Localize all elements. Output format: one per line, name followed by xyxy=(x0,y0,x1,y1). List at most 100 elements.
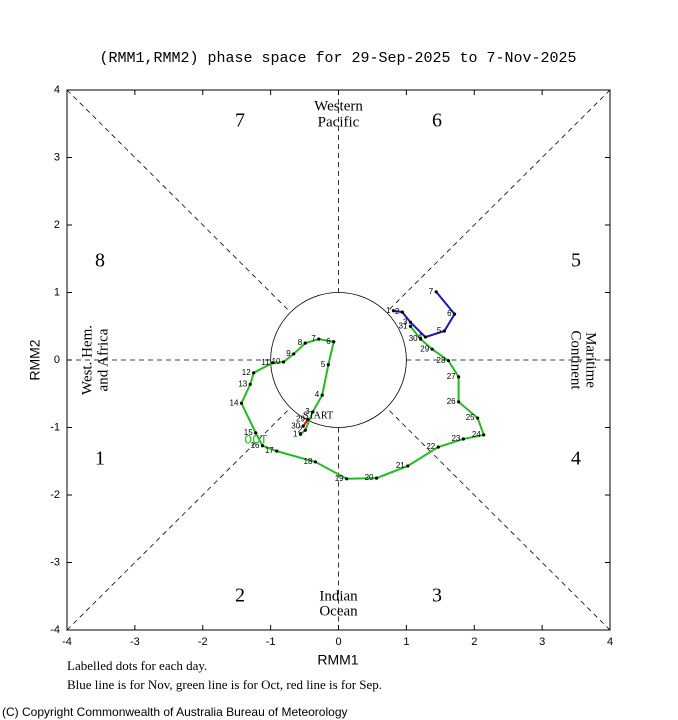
day-dot xyxy=(446,359,451,363)
day-dot xyxy=(457,400,461,404)
y-tick-label: 0 xyxy=(54,354,60,366)
day-label: 3 xyxy=(403,317,408,326)
diagonal-line xyxy=(66,407,291,631)
day-dot xyxy=(457,375,461,379)
day-label: 24 xyxy=(472,430,481,439)
day-dot xyxy=(406,464,410,468)
day-dot xyxy=(434,290,438,294)
x-tick-label: 1 xyxy=(403,636,409,648)
day-dot xyxy=(260,444,265,448)
region-label: Ocean xyxy=(319,603,358,619)
region-label: Western xyxy=(314,98,363,114)
day-dot xyxy=(320,393,324,397)
y-tick-label: -4 xyxy=(50,624,60,636)
x-tick-label: 3 xyxy=(539,636,545,648)
day-label: 5 xyxy=(437,326,442,335)
day-dot xyxy=(306,417,310,421)
day-dot xyxy=(254,431,258,435)
day-dot xyxy=(476,416,480,420)
day-label: 10 xyxy=(272,357,281,366)
day-label: 1 xyxy=(386,306,391,315)
day-dot xyxy=(317,337,321,341)
day-label: 18 xyxy=(304,457,313,466)
chart-title: (RMM1,RMM2) phase space for 29-Sep-2025 … xyxy=(99,50,576,67)
day-dot xyxy=(248,382,252,386)
day-label: 6 xyxy=(447,309,452,318)
day-dot xyxy=(252,371,256,375)
day-label: 3 xyxy=(305,407,310,416)
x-tick-label: -2 xyxy=(198,636,208,648)
day-dot xyxy=(303,341,307,345)
day-label: 30 xyxy=(291,421,300,430)
day-label: 15 xyxy=(244,428,253,437)
phase-label: 7 xyxy=(235,110,245,132)
day-dot xyxy=(374,476,379,480)
region-label: Indian xyxy=(319,588,358,604)
region-label: Pacific xyxy=(318,114,360,130)
day-label: 22 xyxy=(426,442,435,451)
diagonal-line xyxy=(386,89,611,313)
day-dot xyxy=(239,401,244,405)
day-label: 31 xyxy=(399,321,408,330)
day-label: 21 xyxy=(396,461,405,470)
day-label: 29 xyxy=(296,415,305,424)
copyright: (C) Copyright Commonwealth of Australia … xyxy=(2,705,348,719)
x-tick-label: -1 xyxy=(266,636,276,648)
day-dot xyxy=(419,337,423,341)
day-label: 20 xyxy=(365,473,374,482)
region-label: Maritime xyxy=(583,332,599,388)
day-label: 7 xyxy=(429,287,434,296)
day-label: 23 xyxy=(451,434,460,443)
day-label: 12 xyxy=(242,368,251,377)
day-label: 16 xyxy=(251,441,260,450)
phase-label: 3 xyxy=(432,585,442,607)
day-dot xyxy=(311,410,315,414)
day-dot xyxy=(281,360,286,364)
day-label: 7 xyxy=(311,334,316,343)
x-tick-label: -4 xyxy=(62,636,72,648)
day-label: 28 xyxy=(437,356,446,365)
region-label: West. Hem. xyxy=(79,325,95,395)
day-label: 4 xyxy=(315,390,320,399)
day-dot xyxy=(292,352,296,356)
day-label: 25 xyxy=(466,413,475,422)
day-dot xyxy=(482,433,486,437)
day-dot xyxy=(436,445,440,449)
day-label: 30 xyxy=(409,334,418,343)
note: Blue line is for Nov, green line is for … xyxy=(67,677,382,692)
day-dot xyxy=(275,449,279,453)
day-dot xyxy=(452,312,457,316)
day-label: 13 xyxy=(238,379,247,388)
region-label: and Africa xyxy=(95,328,111,391)
y-axis-label: RMM2 xyxy=(27,339,43,380)
day-dot xyxy=(408,320,413,324)
day-dot xyxy=(303,428,307,432)
day-label: 17 xyxy=(265,446,274,455)
day-dot xyxy=(326,363,330,367)
x-tick-label: -3 xyxy=(130,636,140,648)
diagonal-line xyxy=(386,407,611,631)
diagonal-line xyxy=(66,89,291,313)
day-dot xyxy=(391,309,396,313)
x-tick-label: 4 xyxy=(607,636,613,648)
phase-label: 2 xyxy=(235,585,245,607)
day-label: 11 xyxy=(261,358,270,367)
day-dot xyxy=(271,361,275,365)
y-tick-label: -1 xyxy=(50,421,60,433)
day-dot xyxy=(430,347,434,351)
phase-label: 4 xyxy=(571,448,581,470)
day-label: 27 xyxy=(447,372,456,381)
day-dot xyxy=(461,437,465,441)
phase-label: 1 xyxy=(95,448,105,470)
month-label: OCT xyxy=(244,432,268,447)
day-label: 5 xyxy=(321,360,326,369)
day-label: 2 xyxy=(298,425,303,434)
start-label: START xyxy=(303,411,333,422)
note: Labelled dots for each day. xyxy=(67,658,207,673)
phase-label: 6 xyxy=(432,110,442,132)
day-label: 8 xyxy=(298,338,303,347)
unit-circle xyxy=(270,292,407,428)
day-dot xyxy=(332,340,336,344)
day-label: 19 xyxy=(335,474,344,483)
